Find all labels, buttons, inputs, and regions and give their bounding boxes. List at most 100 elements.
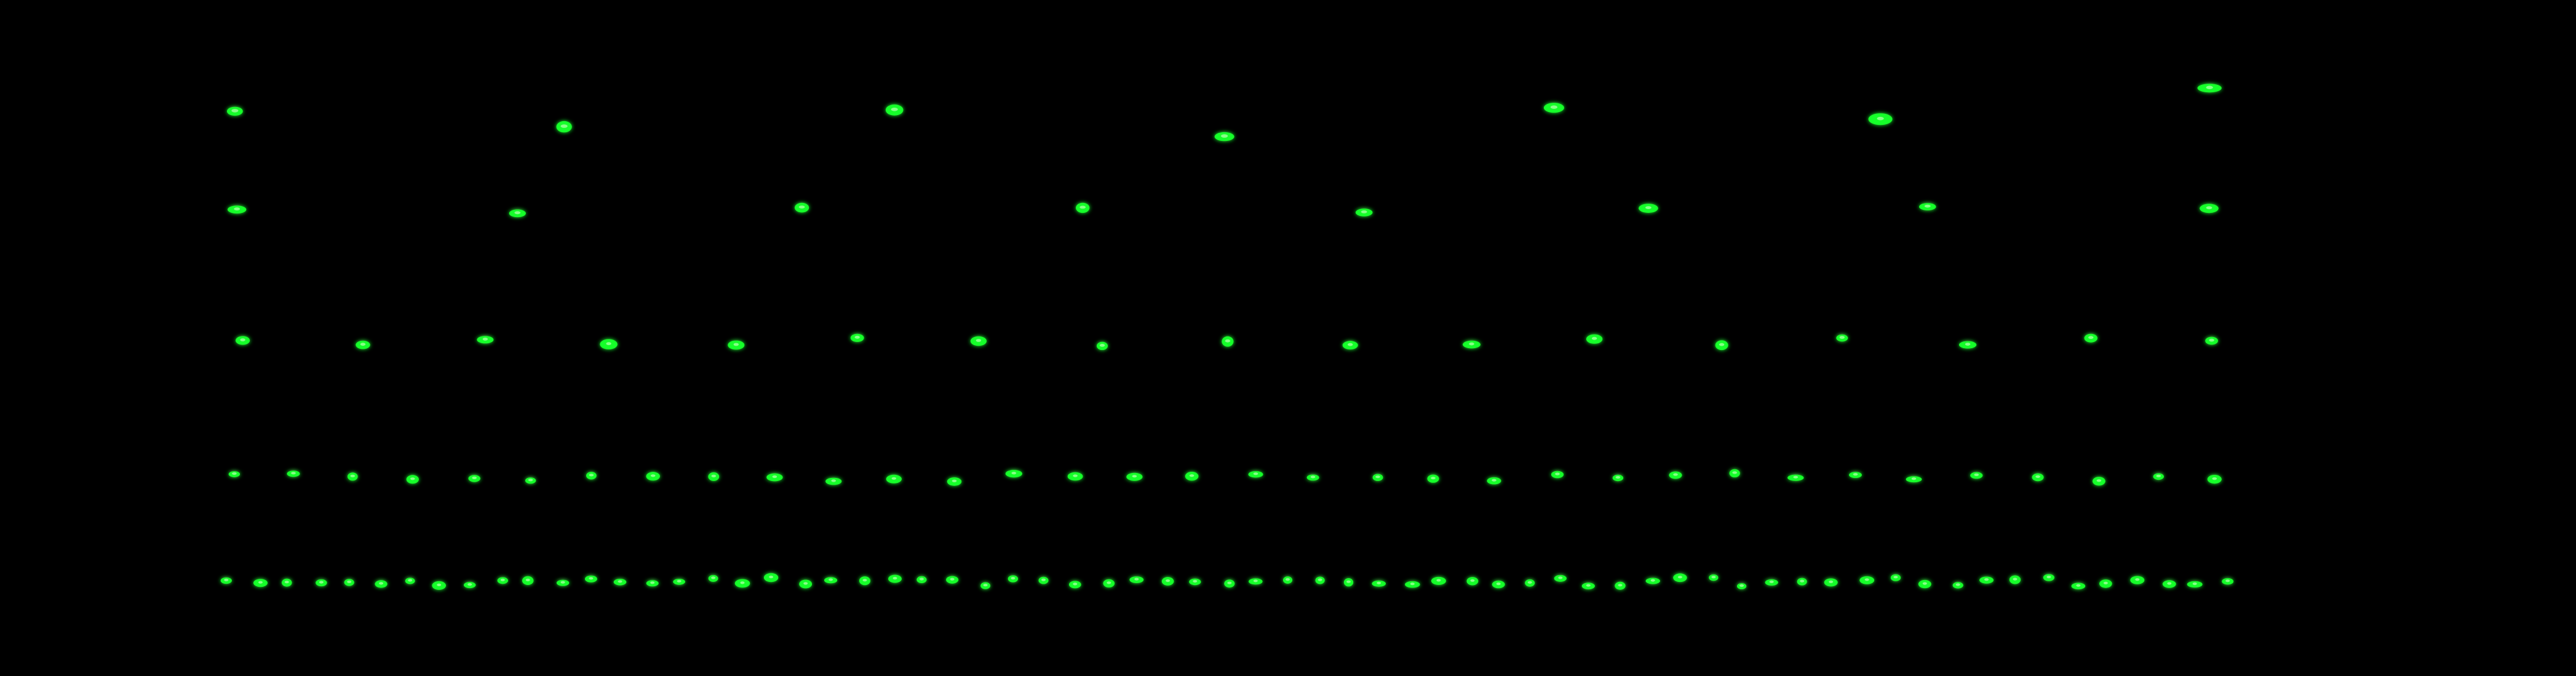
spot-highlight <box>2096 479 2102 482</box>
spot-highlight <box>319 581 324 584</box>
spot-highlight <box>1586 584 1591 587</box>
spot-highlight <box>1221 134 1228 138</box>
spot-highlight <box>892 576 897 580</box>
spot-highlight <box>525 578 530 582</box>
spot-highlight <box>1193 579 1198 583</box>
spot-highlight <box>1469 342 1474 346</box>
spot-highlight <box>2135 578 2140 581</box>
spot-highlight <box>410 477 415 480</box>
spot-highlight <box>1911 477 1917 480</box>
spot-highlight <box>1377 581 1381 584</box>
spot-highlight <box>1225 339 1231 343</box>
spot-highlight <box>1615 475 1621 479</box>
spot-highlight <box>2206 85 2213 89</box>
spot-highlight <box>467 583 472 586</box>
spot-highlight <box>2076 584 2081 587</box>
spot-highlight <box>919 578 924 581</box>
spot-highlight <box>2206 206 2212 210</box>
spot-highlight <box>976 339 982 342</box>
spot-highlight <box>1829 580 1834 584</box>
spot-highlight <box>2103 581 2108 585</box>
spot-highlight <box>589 577 594 580</box>
spot-layer <box>220 84 2234 590</box>
spot-highlight <box>1618 584 1623 587</box>
spot-highlight <box>1227 581 1232 584</box>
spot-highlight <box>2035 475 2040 479</box>
spot-highlight <box>2156 474 2161 477</box>
spot-highlight <box>1132 475 1137 478</box>
spot-highlight <box>618 580 622 583</box>
spot-highlight <box>1318 578 1322 581</box>
spot-highlight <box>1310 475 1316 479</box>
spot-highlight <box>1877 116 1884 121</box>
spot-highlight <box>1711 576 1716 579</box>
spot-highlight <box>1677 576 1682 579</box>
spot-highlight <box>1073 583 1078 586</box>
spot-highlight <box>1673 473 1678 476</box>
spot-highlight <box>798 205 805 209</box>
spot-highlight <box>1361 210 1367 213</box>
spot-highlight <box>472 476 477 480</box>
spot-highlight <box>1924 204 1931 208</box>
spot-highlight <box>862 579 867 582</box>
spot-highlight <box>2167 582 2172 585</box>
spot-highlight <box>2225 579 2230 583</box>
spot-highlight <box>606 342 611 346</box>
spot-highlight <box>1375 475 1380 479</box>
spot-highlight <box>1558 576 1563 579</box>
spot-highlight <box>1134 578 1139 581</box>
spot-highlight <box>528 479 533 482</box>
spot-highlight <box>1732 471 1737 474</box>
spot-highlight <box>1410 583 1415 586</box>
spot-highlight <box>1470 579 1475 582</box>
spot-highlight <box>1436 579 1441 582</box>
spot-highlight <box>1253 472 1258 475</box>
spot-highlight <box>232 472 237 475</box>
spot-highlight <box>1107 581 1111 584</box>
spot-highlight <box>2013 578 2017 581</box>
spot-highlight <box>347 580 352 584</box>
spot-highlight <box>2046 575 2051 579</box>
spot-highlight <box>1079 205 1086 209</box>
spot-highlight <box>1922 582 1927 585</box>
spot-highlight <box>1893 576 1898 579</box>
spot-highlight <box>350 474 356 477</box>
spot-highlight <box>1011 472 1017 475</box>
spot-highlight <box>224 578 229 582</box>
spot-highlight <box>437 583 442 587</box>
spot-highlight <box>589 474 594 477</box>
spot-highlight <box>983 584 988 587</box>
spot-highlight <box>1431 477 1436 480</box>
spot-highlight <box>1041 578 1046 581</box>
spot-highlight <box>1839 336 1845 339</box>
spot-highlight <box>408 579 413 582</box>
spot-highlight <box>891 108 898 111</box>
spot-highlight <box>1965 343 1971 346</box>
spot-highlight <box>831 479 836 482</box>
spot-highlight <box>1555 472 1560 475</box>
spot-highlight <box>650 581 655 584</box>
spot-highlight <box>650 474 656 477</box>
spot-highlight <box>1864 578 1869 581</box>
spot-highlight <box>772 475 777 479</box>
spot-highlight <box>1800 579 1805 583</box>
spot-highlight <box>1591 336 1597 340</box>
spot-highlight <box>360 343 366 346</box>
spot-highlight <box>803 582 808 585</box>
spot-highlight <box>482 337 488 341</box>
spot-highlight <box>560 581 565 584</box>
spot-highlight <box>1974 473 1979 477</box>
spot-highlight <box>2209 338 2214 342</box>
spot-highlight <box>1346 580 1351 583</box>
spot-highlight <box>829 578 833 581</box>
spot-highlight <box>1650 579 1655 582</box>
spot-highlight <box>231 109 239 113</box>
spot-highlight <box>1769 580 1774 584</box>
spot-highlight <box>1496 583 1501 586</box>
spot-highlight <box>2192 582 2197 586</box>
spot-highlight <box>234 207 241 211</box>
spot-highlight <box>1189 474 1195 477</box>
spot-highlight <box>1073 474 1078 477</box>
spot-highlight <box>1527 581 1532 584</box>
spot-highlight <box>1793 475 1799 479</box>
